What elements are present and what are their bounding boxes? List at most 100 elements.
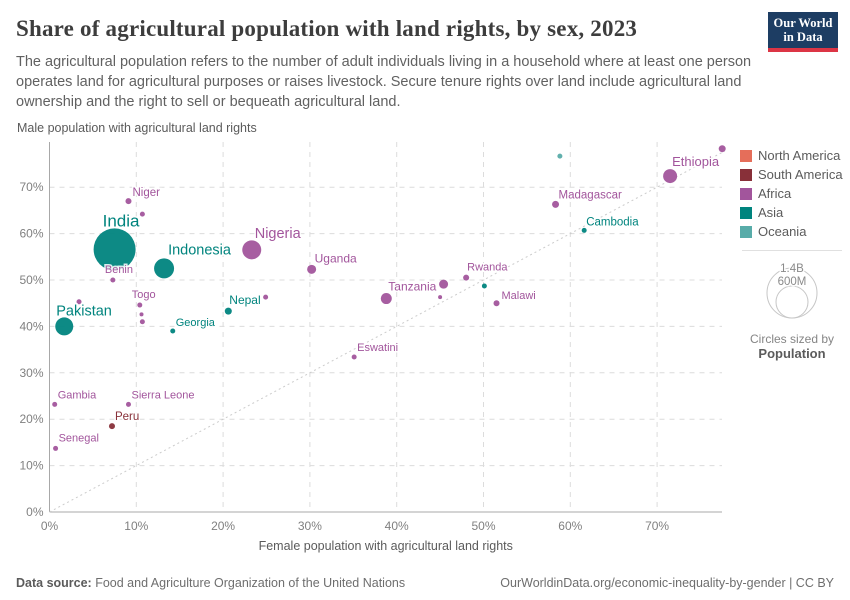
data-point-label: Rwanda xyxy=(467,262,508,274)
x-tick-label: 10% xyxy=(124,519,148,533)
data-point-tanzania[interactable] xyxy=(380,293,392,305)
data-point-label: Tanzania xyxy=(388,280,436,294)
data-point-label: Niger xyxy=(132,187,160,199)
data-point-india[interactable] xyxy=(93,228,136,271)
data-point-label: Pakistan xyxy=(56,303,112,319)
y-tick-label: 50% xyxy=(19,273,43,287)
data-point-gambia[interactable] xyxy=(52,401,58,407)
legend-item-oceania[interactable]: Oceania xyxy=(740,222,844,241)
x-tick-label: 60% xyxy=(558,519,582,533)
x-tick-label: 30% xyxy=(298,519,322,533)
scatter-plot: 0% 10% 20% 30% 40% 50% 60% 70% 0% 10% 20% 30% 40% 50%… xyxy=(19,142,726,553)
page-title: Share of agricultural population with la… xyxy=(16,16,638,41)
size-legend-circles: 1.4B 600M xyxy=(766,262,818,319)
x-tick-label: 0% xyxy=(41,519,59,533)
data-source-label: Data source: xyxy=(16,576,92,590)
data-point[interactable] xyxy=(139,312,144,317)
owid-logo-line2: in Data xyxy=(783,30,823,44)
data-point-benin[interactable] xyxy=(110,277,116,283)
data-source: Data source: Food and Agriculture Organi… xyxy=(16,576,405,590)
parity-line xyxy=(49,150,726,513)
y-tick-label: 10% xyxy=(19,459,43,473)
data-point-label: Georgia xyxy=(176,317,216,329)
legend-item-africa[interactable]: Africa xyxy=(740,184,844,203)
data-point[interactable] xyxy=(481,283,487,289)
data-source-value: Food and Agriculture Organization of the… xyxy=(91,576,406,590)
x-tick-label: 20% xyxy=(211,519,235,533)
y-tick-label: 40% xyxy=(19,319,43,333)
legend-item-south-america[interactable]: South America xyxy=(740,165,844,184)
legend-swatch-icon xyxy=(740,187,752,200)
data-point[interactable] xyxy=(557,153,563,159)
owid-citation-link[interactable]: OurWorldinData.org/economic-inequality-b… xyxy=(500,576,834,590)
y-tick-label: 60% xyxy=(19,227,43,241)
y-tick-label: 20% xyxy=(19,412,43,426)
data-point[interactable] xyxy=(139,319,145,325)
data-point-eswatini[interactable] xyxy=(351,354,357,360)
data-point-ethiopia[interactable] xyxy=(663,169,678,184)
chart-footer: Data source: Food and Agriculture Organi… xyxy=(0,576,850,590)
x-tick-label: 50% xyxy=(471,519,495,533)
data-point-label: Sierra Leone xyxy=(131,389,194,401)
data-point[interactable] xyxy=(438,295,443,300)
legend-swatch-icon xyxy=(740,168,752,181)
data-point[interactable] xyxy=(76,299,82,305)
data-point-label: Cambodia xyxy=(586,216,639,228)
x-axis-title: Female population with agricultural land… xyxy=(259,539,513,553)
data-point-indonesia[interactable] xyxy=(154,258,175,279)
data-point-madagascar[interactable] xyxy=(552,200,560,208)
data-point-niger[interactable] xyxy=(125,198,132,205)
data-point-label: Nepal xyxy=(229,293,260,307)
data-point-georgia[interactable] xyxy=(170,328,176,334)
legend-item-label: North America xyxy=(758,148,841,163)
data-point-uganda[interactable] xyxy=(307,264,317,274)
size-legend-note: Circles sized by xyxy=(749,332,835,346)
legend-item-asia[interactable]: Asia xyxy=(740,203,844,222)
data-point-label: Ethiopia xyxy=(672,154,720,169)
continent-legend: North America South America Africa Asia Ocea… xyxy=(740,146,844,241)
y-tick-label: 70% xyxy=(19,180,43,194)
data-point-pakistan[interactable] xyxy=(55,317,74,336)
data-point[interactable] xyxy=(718,145,726,153)
data-point-label: India xyxy=(103,211,140,230)
data-point-label: Uganda xyxy=(315,251,357,265)
data-point-malawi[interactable] xyxy=(493,300,500,307)
data-point-label: Madagascar xyxy=(559,189,622,201)
data-point[interactable] xyxy=(263,294,269,300)
data-point-label: Togo xyxy=(132,289,156,301)
legend-swatch-icon xyxy=(740,225,752,238)
x-tick-label: 70% xyxy=(645,519,669,533)
data-point-label: Malawi xyxy=(502,290,536,302)
legend-swatch-icon xyxy=(740,149,752,162)
legend-item-label: South America xyxy=(758,167,843,182)
size-legend-inner-circle xyxy=(775,285,809,319)
data-point-cambodia[interactable] xyxy=(581,227,587,233)
data-point-label: Eswatini xyxy=(357,342,398,354)
x-tick-label: 40% xyxy=(385,519,409,533)
data-point-togo[interactable] xyxy=(137,302,143,308)
data-point-peru[interactable] xyxy=(108,423,115,430)
data-point-nepal[interactable] xyxy=(224,307,232,315)
size-legend-note-bold: Population xyxy=(758,346,826,361)
y-tick-label: 30% xyxy=(19,366,43,380)
data-point[interactable] xyxy=(139,211,145,217)
chart-subtitle: The agricultural population refers to th… xyxy=(16,54,752,110)
size-legend-inner-label: 600M xyxy=(778,276,807,288)
data-point-nigeria[interactable] xyxy=(242,240,262,260)
owid-logo-line1: Our World xyxy=(773,16,833,30)
data-point-rwanda[interactable] xyxy=(463,274,470,281)
data-point-label: Peru xyxy=(115,411,139,423)
data-point-label: Gambia xyxy=(58,389,97,401)
data-point[interactable] xyxy=(439,279,449,289)
legend-item-label: Asia xyxy=(758,205,784,220)
data-point-label: Senegal xyxy=(59,432,99,444)
legend-item-north-america[interactable]: North America xyxy=(740,146,844,165)
data-point-label: Benin xyxy=(105,264,133,276)
y-axis-title: Male population with agricultural land r… xyxy=(17,121,257,135)
legend-item-label: Africa xyxy=(758,186,792,201)
owid-logo[interactable]: Our World in Data xyxy=(768,12,838,52)
data-point-senegal[interactable] xyxy=(53,445,59,451)
data-point-sierra-leone[interactable] xyxy=(125,401,131,407)
size-legend: 1.4B 600M Circles sized by Population xyxy=(742,250,842,361)
